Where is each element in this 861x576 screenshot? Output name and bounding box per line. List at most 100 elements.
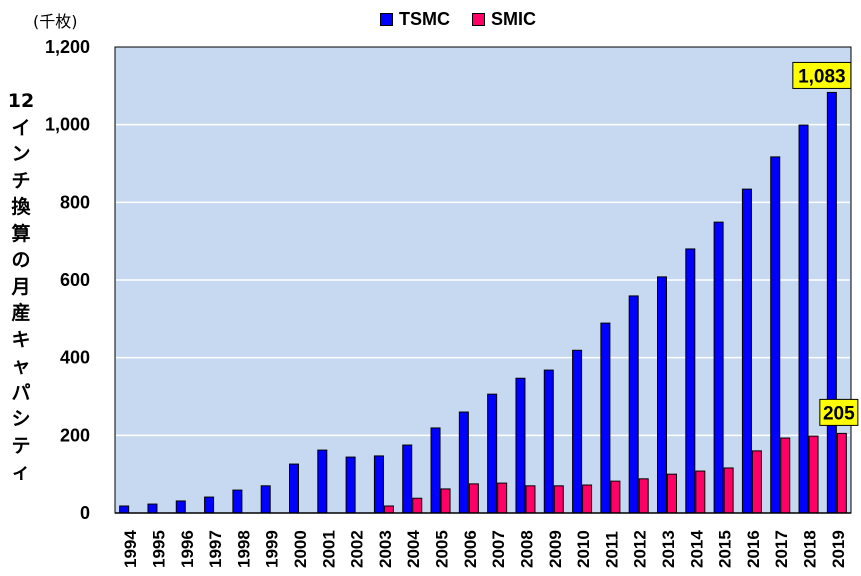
bar-smic-2015 <box>723 467 734 514</box>
bar-smic-2013 <box>667 473 677 514</box>
bar-tsmc-2014 <box>685 248 696 514</box>
bar-tsmc-2011 <box>600 322 611 514</box>
y-axis-label-char: ン <box>11 143 31 165</box>
bar-smic-2010 <box>582 484 593 514</box>
y-axis-label-char: イ <box>11 116 31 139</box>
y-axis-label-char: 12 <box>7 90 35 112</box>
bar-tsmc-2009 <box>543 369 554 514</box>
y-axis-label-char: ャ <box>11 355 31 377</box>
data-label-tsmc: 1,083 <box>798 66 846 87</box>
x-tick-label: 2010 <box>574 530 593 568</box>
y-tick-label: 800 <box>60 192 90 212</box>
x-tick-label: 2018 <box>801 530 820 568</box>
bar-smic-2003 <box>383 505 394 514</box>
x-tick-label: 2006 <box>461 530 480 568</box>
y-tick-label: 600 <box>60 270 90 290</box>
bar-tsmc-2004 <box>402 444 413 514</box>
bar-tsmc-2007 <box>487 393 498 514</box>
x-tick-label: 1994 <box>121 530 140 568</box>
bar-smic-2004 <box>412 497 423 514</box>
x-tick-label: 2000 <box>291 530 310 568</box>
x-tick-label: 2005 <box>433 530 452 568</box>
y-axis-label: 12 インチ換算の月産キャパシティ <box>6 88 36 486</box>
legend-label-smic: SMIC <box>491 9 536 29</box>
x-tick-label: 1997 <box>206 530 225 568</box>
bar-tsmc-2015 <box>713 221 724 514</box>
x-tick-label: 2008 <box>517 530 536 568</box>
bar-tsmc-1997 <box>204 496 215 514</box>
y-axis-label-char: パ <box>11 381 31 404</box>
y-tick-label: 200 <box>60 425 90 445</box>
bar-tsmc-2012 <box>628 295 639 514</box>
bar-smic-2014 <box>695 470 706 514</box>
bar-tsmc-2013 <box>657 276 667 514</box>
x-tick-label: 2015 <box>716 530 735 568</box>
bar-tsmc-2005 <box>430 427 441 514</box>
x-tick-label: 2001 <box>319 530 338 568</box>
bar-tsmc-2001 <box>317 449 328 514</box>
x-tick-label: 2011 <box>602 531 621 568</box>
bar-smic-2009 <box>553 485 564 514</box>
x-tick-label: 2007 <box>489 530 508 568</box>
unit-label: (千枚) <box>33 12 78 31</box>
bar-smic-2007 <box>497 482 508 514</box>
x-tick-label: 1995 <box>149 530 168 568</box>
legend-label-tsmc: TSMC <box>399 9 450 29</box>
legend-item-tsmc[interactable]: TSMC <box>380 9 450 30</box>
bar-tsmc-1998 <box>232 489 243 514</box>
data-label-box <box>819 398 859 426</box>
bar-smic-2019 <box>836 432 847 514</box>
x-tick-label: 2013 <box>659 530 678 568</box>
bar-tsmc-2017 <box>770 156 781 514</box>
bar-smic-2005 <box>440 488 451 514</box>
bar-tsmc-1996 <box>175 500 186 514</box>
data-label-box <box>792 61 852 89</box>
bar-tsmc-2016 <box>741 188 752 514</box>
bar-tsmc-2008 <box>515 377 526 514</box>
bar-tsmc-2003 <box>373 455 384 514</box>
y-axis-label-char: 産 <box>11 302 31 324</box>
x-tick-label: 2002 <box>348 530 367 568</box>
y-axis-label-char: 算 <box>11 222 31 245</box>
legend-swatch-tsmc <box>380 13 393 26</box>
x-tick-label: 2016 <box>744 530 763 568</box>
y-axis-label-char: ィ <box>11 461 31 483</box>
bar-smic-2012 <box>638 478 649 514</box>
y-tick-label: 1,000 <box>45 115 90 135</box>
bar-smic-2018 <box>808 435 819 514</box>
x-tick-label: 1996 <box>178 530 197 568</box>
y-tick-label: 0 <box>80 503 90 523</box>
x-tick-label: 1998 <box>234 530 253 568</box>
y-axis-label-char: 換 <box>11 196 31 218</box>
legend: TSMC SMIC <box>380 9 550 30</box>
y-axis-label-char: チ <box>11 169 31 192</box>
data-label-smic: 205 <box>823 403 855 424</box>
bar-tsmc-1999 <box>260 485 271 514</box>
bar-smic-2006 <box>468 483 479 514</box>
x-tick-label: 2014 <box>687 530 706 568</box>
x-tick-label: 2004 <box>404 530 423 568</box>
x-tick-label: 2003 <box>376 530 395 568</box>
bar-smic-2016 <box>751 450 762 514</box>
x-tick-label: 1999 <box>263 530 282 568</box>
bar-smic-2008 <box>525 485 536 514</box>
legend-swatch-smic <box>472 13 485 26</box>
y-tick-label: 1,200 <box>45 37 90 57</box>
bar-tsmc-2010 <box>572 349 583 514</box>
bar-smic-2017 <box>780 437 791 514</box>
bar-tsmc-1995 <box>147 503 158 514</box>
y-axis-label-char: キ <box>11 328 31 351</box>
y-axis-label-char: シ <box>11 408 31 430</box>
bar-tsmc-1994 <box>119 505 130 514</box>
bar-smic-2011 <box>610 480 621 514</box>
bar-tsmc-2000 <box>289 463 299 514</box>
x-tick-label: 2019 <box>829 530 848 568</box>
bar-tsmc-2019 <box>826 91 837 514</box>
x-tick-label: 2009 <box>546 530 565 568</box>
x-tick-label: 2012 <box>631 530 650 568</box>
legend-item-smic[interactable]: SMIC <box>472 9 536 30</box>
bar-tsmc-2006 <box>458 411 469 514</box>
bar-tsmc-2018 <box>798 124 809 514</box>
y-tick-label: 400 <box>60 348 90 368</box>
